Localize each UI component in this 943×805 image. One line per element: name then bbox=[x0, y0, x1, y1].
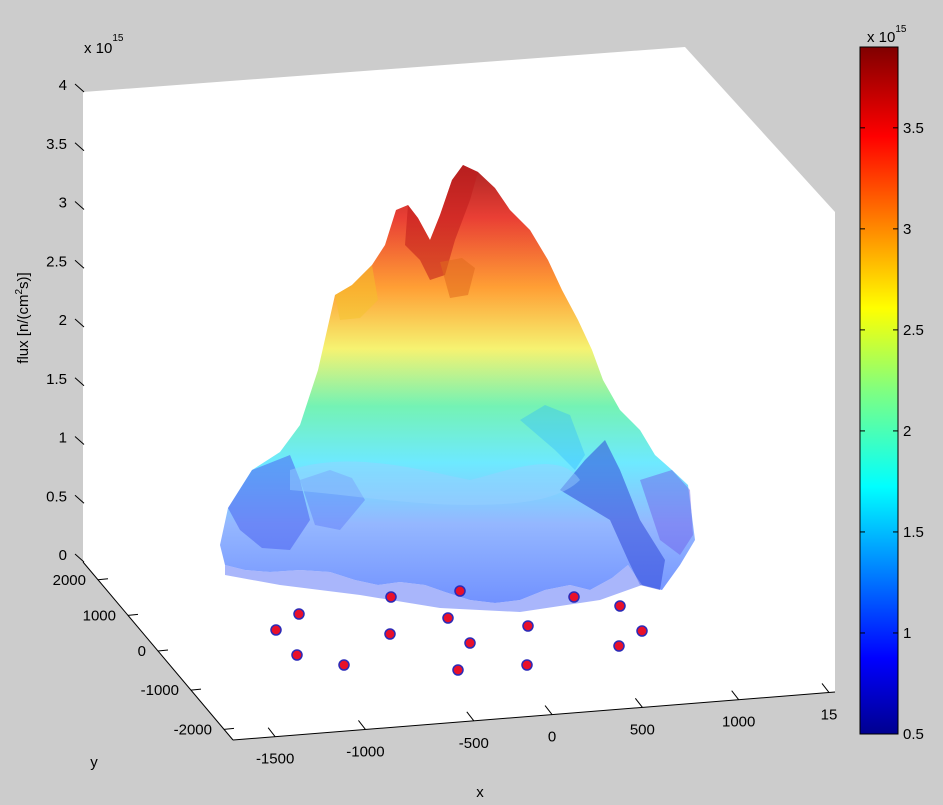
x-tick-mark bbox=[358, 720, 366, 730]
z-tick-label: 1 bbox=[59, 430, 67, 447]
z-tick-mark bbox=[74, 318, 85, 328]
z-tick-mark bbox=[74, 494, 85, 504]
marker-point bbox=[522, 620, 534, 632]
y-axis: 2000 1000 0 -1000 -2000 bbox=[53, 572, 235, 738]
x-tick-label: 1000 bbox=[722, 714, 755, 731]
z-tick-mark bbox=[74, 201, 85, 210]
z-axis-label: flux [n/(cm2s)] bbox=[14, 272, 32, 363]
y-tick-mark bbox=[157, 649, 169, 652]
x-tick-mark bbox=[466, 711, 475, 722]
marker-point bbox=[521, 659, 533, 671]
colorbar: x 1015 0.5 1 1.5 2 2.5 3 3.5 bbox=[859, 24, 924, 743]
marker-points bbox=[270, 585, 648, 676]
x-tick-label: 15 bbox=[821, 706, 838, 723]
colorbar-exponent: x 1015 bbox=[867, 24, 907, 46]
z-axis: 0 0.5 1 1.5 2 2.5 3 3.5 4 bbox=[46, 77, 85, 564]
x-tick-mark bbox=[544, 705, 553, 715]
y-tick-mark bbox=[97, 578, 109, 581]
y-tick-mark bbox=[127, 613, 139, 616]
colorbar-tick-label: 1.5 bbox=[903, 524, 924, 541]
marker-point bbox=[384, 628, 396, 640]
marker-point bbox=[454, 585, 466, 597]
x-tick-mark bbox=[634, 698, 643, 708]
colorbar-tick-label: 0.5 bbox=[903, 726, 924, 743]
marker-point bbox=[270, 624, 282, 636]
colorbar-tick-label: 2.5 bbox=[903, 322, 924, 339]
marker-point bbox=[613, 640, 625, 652]
z-tick-label: 2.5 bbox=[46, 253, 67, 270]
y-tick-label: 0 bbox=[138, 643, 146, 660]
marker-point bbox=[293, 608, 305, 620]
colorbar-gradient bbox=[859, 46, 899, 735]
marker-point bbox=[568, 591, 580, 603]
z-tick-mark bbox=[74, 553, 85, 563]
y-tick-mark bbox=[223, 727, 235, 730]
marker-point bbox=[614, 600, 626, 612]
x-tick-label: -1000 bbox=[346, 743, 384, 760]
colorbar-tick-label: 1 bbox=[903, 625, 911, 642]
z-tick-label: 4 bbox=[59, 77, 67, 94]
marker-point bbox=[636, 625, 648, 637]
x-axis-label: x bbox=[476, 784, 484, 801]
z-tick-mark bbox=[74, 436, 85, 445]
x-axis: -1500 -1000 -500 0 500 1000 15 bbox=[256, 683, 838, 768]
z-tick-mark bbox=[74, 259, 85, 269]
z-tick-mark bbox=[74, 377, 85, 387]
marker-point bbox=[442, 612, 454, 624]
flux-surface bbox=[220, 165, 695, 612]
z-tick-label: 0 bbox=[59, 547, 67, 564]
x-tick-label: 0 bbox=[548, 729, 556, 746]
z-tick-mark bbox=[74, 142, 85, 152]
x-tick-mark bbox=[821, 683, 830, 693]
y-tick-label: -2000 bbox=[174, 721, 212, 738]
z-tick-label: 3 bbox=[59, 195, 67, 212]
z-axis-exponent: x 1015 bbox=[84, 33, 124, 57]
marker-point bbox=[338, 659, 350, 671]
z-tick-label: 0.5 bbox=[46, 488, 67, 505]
z-tick-label: 1.5 bbox=[46, 371, 67, 388]
marker-point bbox=[452, 664, 464, 676]
marker-point bbox=[464, 637, 476, 649]
x-tick-label: -500 bbox=[459, 735, 489, 752]
colorbar-tick-label: 3 bbox=[903, 221, 911, 238]
x-tick-label: 500 bbox=[630, 721, 655, 738]
marker-point bbox=[291, 649, 303, 661]
z-tick-mark bbox=[74, 83, 85, 93]
y-tick-label: 1000 bbox=[83, 607, 116, 624]
x-tick-label: -1500 bbox=[256, 751, 294, 768]
y-tick-label: -1000 bbox=[141, 682, 179, 699]
y-tick-label: 2000 bbox=[53, 572, 86, 589]
y-tick-mark bbox=[190, 688, 202, 691]
x-tick-mark bbox=[267, 727, 276, 737]
marker-point bbox=[385, 591, 397, 603]
colorbar-tick-label: 2 bbox=[903, 423, 911, 440]
colorbar-tick-label: 3.5 bbox=[903, 120, 924, 137]
z-tick-label: 2 bbox=[59, 312, 67, 329]
y-axis-label: y bbox=[90, 754, 98, 771]
x-tick-mark bbox=[731, 690, 740, 700]
z-tick-label: 3.5 bbox=[46, 136, 67, 153]
